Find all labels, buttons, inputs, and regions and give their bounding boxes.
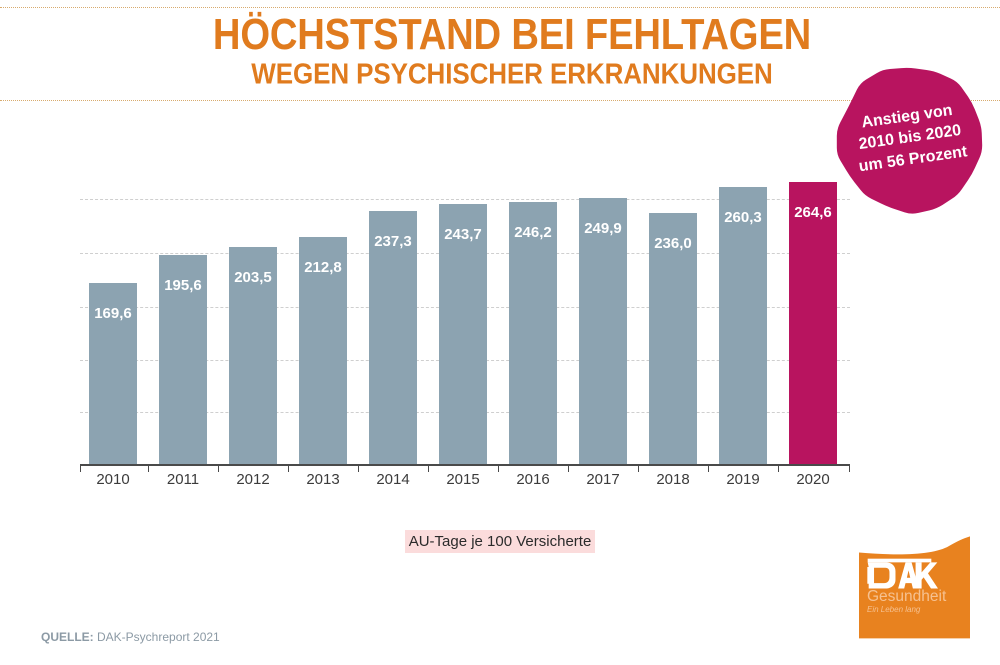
svg-text:Gesundheit: Gesundheit xyxy=(867,588,947,605)
svg-text:Ein Leben lang: Ein Leben lang xyxy=(867,605,921,614)
